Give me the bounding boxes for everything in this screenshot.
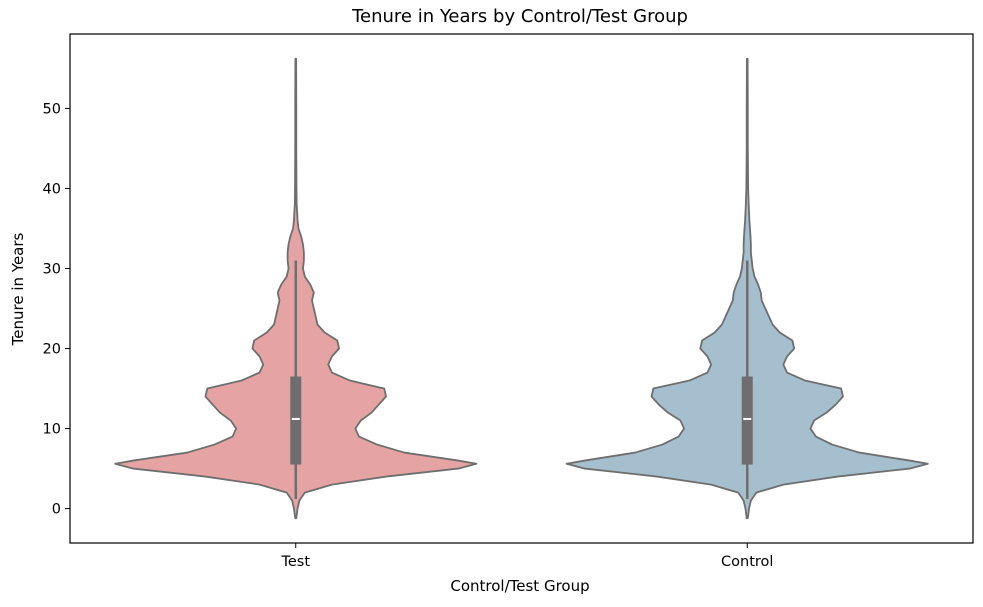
y-tick-label: 30 (43, 261, 61, 277)
plot-frame (69, 33, 974, 544)
violins-layer (114, 57, 929, 520)
y-axis: 0 10 20 30 40 50 (43, 101, 70, 518)
iqr-box-test (290, 376, 302, 465)
y-tick-label: 40 (43, 181, 61, 197)
x-tick-label: Test (280, 554, 310, 570)
y-axis-label: Tenure in Years (9, 232, 27, 346)
y-tick-label: 10 (43, 422, 61, 438)
y-tick-label: 50 (43, 101, 61, 117)
x-axis: Test Control (280, 543, 773, 570)
x-tick-label: Control (721, 554, 773, 570)
y-tick-label: 20 (43, 342, 61, 358)
chart-title: Tenure in Years by Control/Test Group (351, 6, 688, 27)
iqr-box-control (741, 376, 753, 465)
y-tick-label: 0 (52, 502, 61, 518)
x-axis-label: Control/Test Group (450, 577, 589, 595)
